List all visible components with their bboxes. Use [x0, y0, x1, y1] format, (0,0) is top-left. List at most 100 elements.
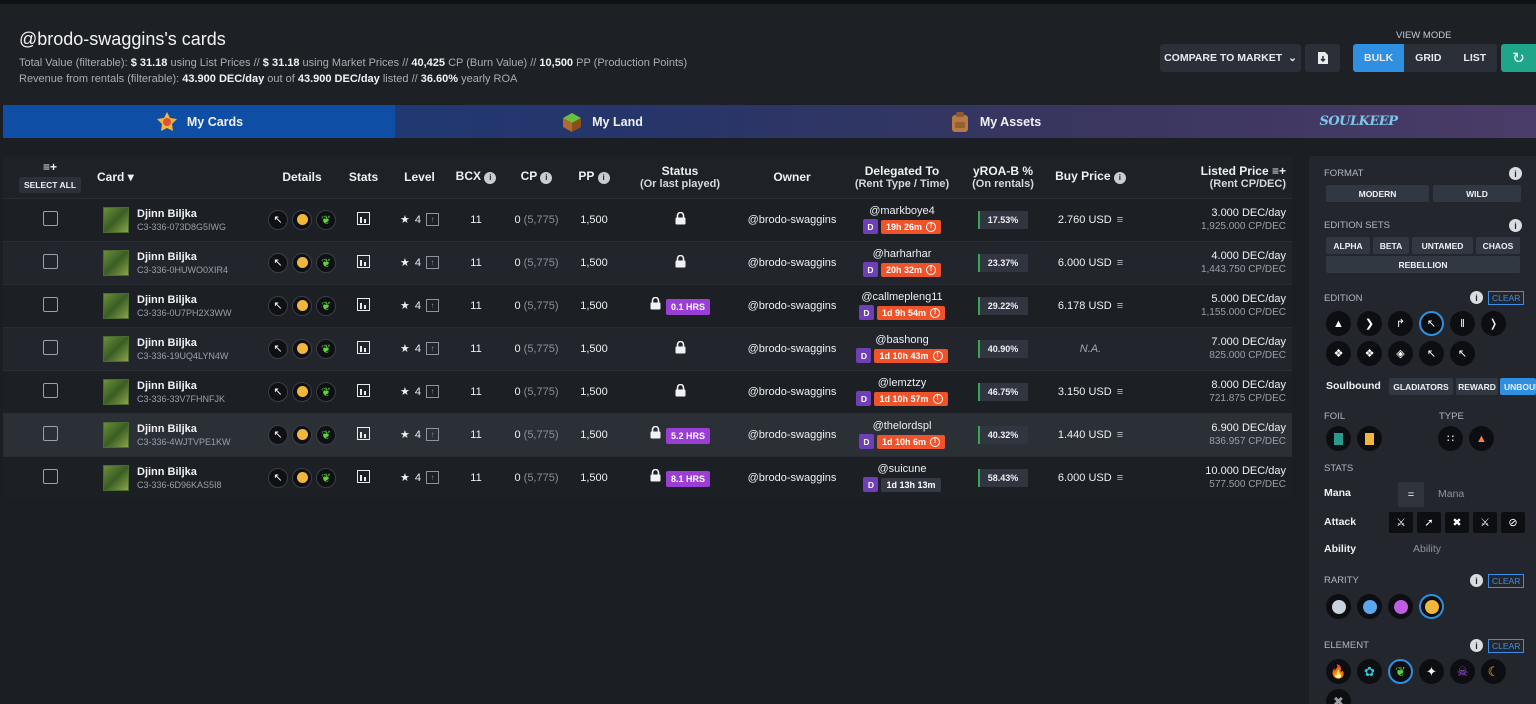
owner-cell[interactable]: @brodo-swaggins [742, 326, 842, 370]
owner-cell[interactable]: @brodo-swaggins [742, 412, 842, 456]
mana-operator-button[interactable]: = [1398, 482, 1424, 507]
row-checkbox[interactable] [42, 382, 58, 398]
owner-cell[interactable]: @brodo-swaggins [742, 455, 842, 499]
foil-regular-icon[interactable] [1326, 426, 1351, 451]
card-name[interactable]: Djinn Biljka [137, 422, 197, 435]
tab-soulkeep[interactable]: SOULKEEP [1181, 105, 1536, 138]
level-up-icon[interactable]: ↑ [426, 471, 439, 485]
list-icon[interactable]: ≡ [1116, 299, 1124, 312]
rarity-common-icon[interactable] [1326, 594, 1351, 619]
level-up-icon[interactable]: ↑ [426, 256, 439, 269]
stats-chart-icon[interactable] [357, 340, 370, 354]
edition-beta-icon[interactable]: ❯ [1357, 311, 1382, 336]
soulbound-reward-chip[interactable]: REWARD [1456, 378, 1498, 395]
element-neutral-icon[interactable]: ✖ [1326, 689, 1351, 704]
info-icon[interactable]: i [1470, 574, 1483, 587]
card-thumbnail[interactable] [103, 464, 129, 491]
element-life-icon[interactable]: ✦ [1419, 659, 1444, 684]
row-checkbox[interactable] [42, 425, 58, 441]
format-modern-chip[interactable]: MODERN [1326, 185, 1429, 202]
level-up-icon[interactable]: ↑ [426, 213, 439, 226]
list-icon[interactable]: ≡ [1116, 256, 1124, 269]
card-thumbnail[interactable] [103, 335, 129, 362]
view-mode-bulk-button[interactable]: BULK [1353, 44, 1405, 72]
table-row[interactable]: Djinn Biljka C3-336-0U7PH2X3WW ↖ ❦ ★ 4 ↑ 11 0 (5… [3, 283, 1292, 327]
edition-set-alpha-chip[interactable]: ALPHA [1326, 237, 1370, 254]
column-level[interactable]: Level [390, 156, 449, 198]
info-icon[interactable]: i [1509, 167, 1522, 180]
tab-my-assets[interactable]: My Assets [808, 105, 1181, 138]
card-thumbnail[interactable] [103, 206, 129, 233]
delegated-user[interactable]: @markboye4 [869, 205, 935, 217]
edition-set-rebellion-chip[interactable]: REBELLION [1326, 256, 1520, 273]
column-yroa[interactable]: yROA-B % (On rentals) [962, 156, 1044, 198]
list-icon[interactable]: ≡ [1116, 428, 1124, 441]
card-thumbnail[interactable] [103, 378, 129, 405]
delegated-user[interactable]: @suicune [877, 463, 927, 476]
table-row[interactable]: Djinn Biljka C3-336-33V7FHNFJK ↖ ❦ ★ 4 ↑ 11 0 (5… [3, 369, 1292, 413]
list-icon[interactable]: ≡ [1116, 471, 1124, 484]
rarity-rare-icon[interactable] [1357, 594, 1382, 619]
column-delegated-to[interactable]: Delegated To (Rent Type / Time) [842, 156, 962, 198]
table-row[interactable]: Djinn Biljka C3-336-0HUWO0XIR4 ↖ ❦ ★ 4 ↑ 11 0 (5… [3, 240, 1292, 284]
edition-gladius-icon[interactable]: ❖ [1357, 341, 1382, 366]
foil-gold-icon[interactable] [1357, 426, 1382, 451]
element-earth-icon[interactable]: ❦ [1388, 659, 1413, 684]
edition-chaos-icon[interactable]: ↖ [1419, 311, 1444, 336]
stats-chart-icon[interactable] [357, 383, 370, 397]
edition-set-beta-chip[interactable]: BETA [1373, 237, 1409, 254]
card-thumbnail[interactable] [103, 292, 129, 319]
soulbound-unbound-chip[interactable]: UNBOUND [1500, 378, 1536, 395]
column-card[interactable]: Card ▾ [97, 156, 267, 198]
rarity-clear-button[interactable]: CLEAR [1488, 574, 1525, 588]
select-all-button[interactable]: SELECT ALL [18, 177, 82, 194]
view-mode-grid-button[interactable]: GRID [1404, 44, 1453, 72]
edition-chaos-reward-icon[interactable]: ↖ [1450, 341, 1475, 366]
edition-promo-icon[interactable]: ↱ [1388, 311, 1413, 336]
row-checkbox[interactable] [42, 339, 58, 355]
type-summoner-icon[interactable]: ▲ [1469, 426, 1494, 451]
stats-chart-icon[interactable] [357, 254, 370, 268]
refresh-button[interactable]: ↻ [1501, 44, 1536, 72]
card-name[interactable]: Djinn Biljka [137, 379, 197, 392]
tab-my-cards[interactable]: My Cards [3, 105, 395, 138]
ability-input[interactable]: Ability [1413, 543, 1442, 555]
level-up-icon[interactable]: ↑ [426, 428, 439, 441]
format-wild-chip[interactable]: WILD [1433, 185, 1521, 202]
stats-chart-icon[interactable] [357, 469, 370, 483]
attack-mixed-icon[interactable]: ⚔ [1473, 512, 1497, 533]
edition-set-chaos-chip[interactable]: CHAOS [1476, 237, 1520, 254]
type-monster-icon[interactable]: ∷ [1438, 426, 1463, 451]
list-icon[interactable]: ≡ [1116, 385, 1124, 398]
bulk-add-icon[interactable]: ≡+ [1271, 163, 1286, 178]
stats-chart-icon[interactable] [357, 211, 370, 225]
attack-magic-icon[interactable]: ✖ [1445, 512, 1469, 533]
column-bcx[interactable]: BCX i [449, 156, 503, 198]
card-name[interactable]: Djinn Biljka [137, 336, 197, 349]
info-icon[interactable]: i [1470, 639, 1483, 652]
card-name[interactable]: Djinn Biljka [137, 465, 197, 478]
rarity-legendary-icon[interactable] [1419, 594, 1444, 619]
stats-chart-icon[interactable] [357, 297, 370, 311]
info-icon[interactable]: i [1470, 291, 1483, 304]
owner-cell[interactable]: @brodo-swaggins [742, 240, 842, 284]
table-row[interactable]: Djinn Biljka C3-336-4WJTVPE1KW ↖ ❦ ★ 4 ↑ 11 0 (5… [3, 412, 1292, 456]
card-name[interactable]: Djinn Biljka [137, 293, 197, 306]
stats-chart-icon[interactable] [357, 426, 370, 440]
column-pp[interactable]: PP i [570, 156, 618, 198]
owner-cell[interactable]: @brodo-swaggins [742, 197, 842, 241]
edition-chaos-promo-icon[interactable]: ↖ [1419, 341, 1444, 366]
level-up-icon[interactable]: ↑ [426, 299, 439, 312]
edition-set-untamed-chip[interactable]: UNTAMED [1412, 237, 1473, 254]
column-buy-price[interactable]: Buy Price i [1044, 156, 1137, 198]
row-checkbox[interactable] [42, 253, 58, 269]
column-owner[interactable]: Owner [742, 156, 842, 198]
soulbound-gladiators-chip[interactable]: GLADIATORS [1389, 378, 1453, 395]
table-row[interactable]: Djinn Biljka C3-336-19UQ4LYN4W ↖ ❦ ★ 4 ↑ 11 0 (5… [3, 326, 1292, 370]
view-mode-list-button[interactable]: LIST [1452, 44, 1498, 72]
tab-my-land[interactable]: My Land [395, 105, 808, 138]
bulk-add-icon[interactable]: ≡+ [42, 160, 57, 175]
row-checkbox[interactable] [42, 296, 58, 312]
owner-cell[interactable]: @brodo-swaggins [742, 283, 842, 327]
card-name[interactable]: Djinn Biljka [137, 250, 197, 263]
